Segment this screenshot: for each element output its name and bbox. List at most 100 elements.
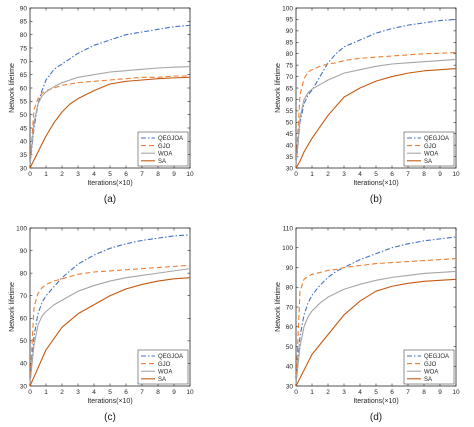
legend-label-gjo: GJO <box>424 144 437 150</box>
x-tick-label: 6 <box>124 389 128 396</box>
x-tick-label: 4 <box>92 171 96 178</box>
x-tick-label: 1 <box>310 389 314 396</box>
x-tick-label: 10 <box>452 171 460 178</box>
x-tick-label: 1 <box>44 171 48 178</box>
y-tick-label: 80 <box>20 32 28 39</box>
y-tick-label: 60 <box>286 324 294 331</box>
series-line-gjo <box>29 264 191 384</box>
series-line-qegjoa <box>295 236 457 385</box>
x-tick-label: 2 <box>60 389 64 396</box>
y-axis-label: Network lifetime <box>9 63 16 113</box>
y-tick-label: 80 <box>286 51 294 58</box>
chart-panel-b: 0 1 2 3 4 5 6 7 8 9 103035404550556065707580859095… <box>275 5 460 205</box>
x-tick-label: 1 <box>310 171 314 178</box>
y-tick-label: 50 <box>20 338 28 345</box>
series-line-woa <box>295 58 457 166</box>
y-tick-label: 55 <box>20 99 28 106</box>
series-line-gjo <box>29 75 190 166</box>
x-tick-label: 7 <box>406 171 410 178</box>
y-tick-label: 65 <box>286 85 294 92</box>
y-tick-label: 60 <box>20 316 28 323</box>
x-tick-label: 5 <box>108 389 112 396</box>
y-tick-label: 60 <box>20 85 28 92</box>
x-axis-label: Iterations(×10) <box>353 398 398 405</box>
plot-area <box>29 227 191 387</box>
y-tick-label: 70 <box>20 59 28 66</box>
x-tick-label: 0 <box>28 389 32 396</box>
x-tick-label: 4 <box>358 171 362 178</box>
x-tick-label: 10 <box>452 389 460 396</box>
legend-label-sa: SA <box>424 377 432 383</box>
x-tick-label: 6 <box>124 171 128 178</box>
x-tick-label: 8 <box>422 389 426 396</box>
series-line-woa <box>29 268 191 384</box>
y-tick-label: 100 <box>16 225 27 232</box>
series-line-sa <box>29 76 191 169</box>
x-tick-label: 9 <box>438 171 442 178</box>
x-axis-label: Iterations(×10) <box>87 180 132 187</box>
x-tick-label: 9 <box>172 171 176 178</box>
x-tick-label: 5 <box>374 389 378 396</box>
y-tick-label: 70 <box>286 304 294 311</box>
x-tick-label: 9 <box>438 389 442 396</box>
y-tick-label: 95 <box>286 17 294 24</box>
x-tick-label: 4 <box>92 389 96 396</box>
series-line-sa <box>295 68 457 169</box>
series-line-sa <box>295 278 457 387</box>
y-tick-label: 55 <box>286 108 294 115</box>
y-tick-label: 80 <box>20 270 28 277</box>
x-tick-label: 3 <box>342 171 346 178</box>
x-tick-label: 8 <box>156 171 160 178</box>
y-tick-label: 35 <box>20 152 28 159</box>
x-tick-label: 3 <box>76 389 80 396</box>
chart-panel-a: 0 1 2 3 4 5 6 7 8 9 1030354045505560657075808590It… <box>9 5 194 205</box>
x-tick-label: 4 <box>358 389 362 396</box>
x-tick-label: 7 <box>140 389 144 396</box>
legend-label-woa: WOA <box>424 369 438 375</box>
panel-caption: (b) <box>370 194 382 205</box>
chart-panel-d: 0 1 2 3 4 5 6 7 8 9 10 30 40 50 60 70 80 90 100 110 Iteratio… <box>275 225 460 423</box>
y-tick-label: 40 <box>286 142 294 149</box>
y-tick-label: 80 <box>286 285 294 292</box>
panel-caption: (a) <box>104 194 116 205</box>
y-axis-label: Network lifetime <box>275 282 282 332</box>
y-tick-label: 85 <box>20 19 28 26</box>
y-tick-label: 75 <box>20 45 28 52</box>
x-tick-label: 7 <box>140 171 144 178</box>
y-tick-label: 75 <box>286 62 294 69</box>
x-axis-label: Iterations(×10) <box>353 180 398 187</box>
x-tick-label: 8 <box>422 171 426 178</box>
legend-label-gjo: GJO <box>424 362 437 368</box>
y-tick-label: 50 <box>20 112 28 119</box>
y-tick-label: 90 <box>20 248 28 255</box>
y-tick-label: 45 <box>20 125 28 132</box>
y-axis-label: Network lifetime <box>9 282 16 332</box>
legend-label-gjo: GJO <box>158 362 171 368</box>
x-tick-label: 6 <box>390 389 394 396</box>
y-tick-label: 30 <box>286 165 294 172</box>
y-tick-label: 70 <box>20 293 28 300</box>
y-tick-label: 90 <box>286 28 294 35</box>
panel-caption: (c) <box>104 412 116 423</box>
x-tick-label: 1 <box>44 389 48 396</box>
x-tick-label: 7 <box>406 389 410 396</box>
x-tick-label: 8 <box>156 389 160 396</box>
series-line-woa <box>29 66 191 166</box>
y-tick-label: 50 <box>286 120 294 127</box>
y-tick-label: 90 <box>20 5 28 12</box>
y-tick-label: 90 <box>286 265 294 272</box>
legend-label-woa: WOA <box>158 151 172 157</box>
series-line-sa <box>29 277 191 387</box>
legend-label-sa: SA <box>158 377 166 383</box>
legend-label-qegjoa: QEGJOA <box>424 136 449 142</box>
series-line-gjo <box>295 52 457 166</box>
x-tick-label: 6 <box>390 171 394 178</box>
legend-label-qegjoa: QEGJOA <box>158 136 183 142</box>
x-axis-label: Iterations(×10) <box>87 398 132 405</box>
y-axis-label: Network lifetime <box>275 63 282 113</box>
series-line-qegjoa <box>29 234 191 384</box>
